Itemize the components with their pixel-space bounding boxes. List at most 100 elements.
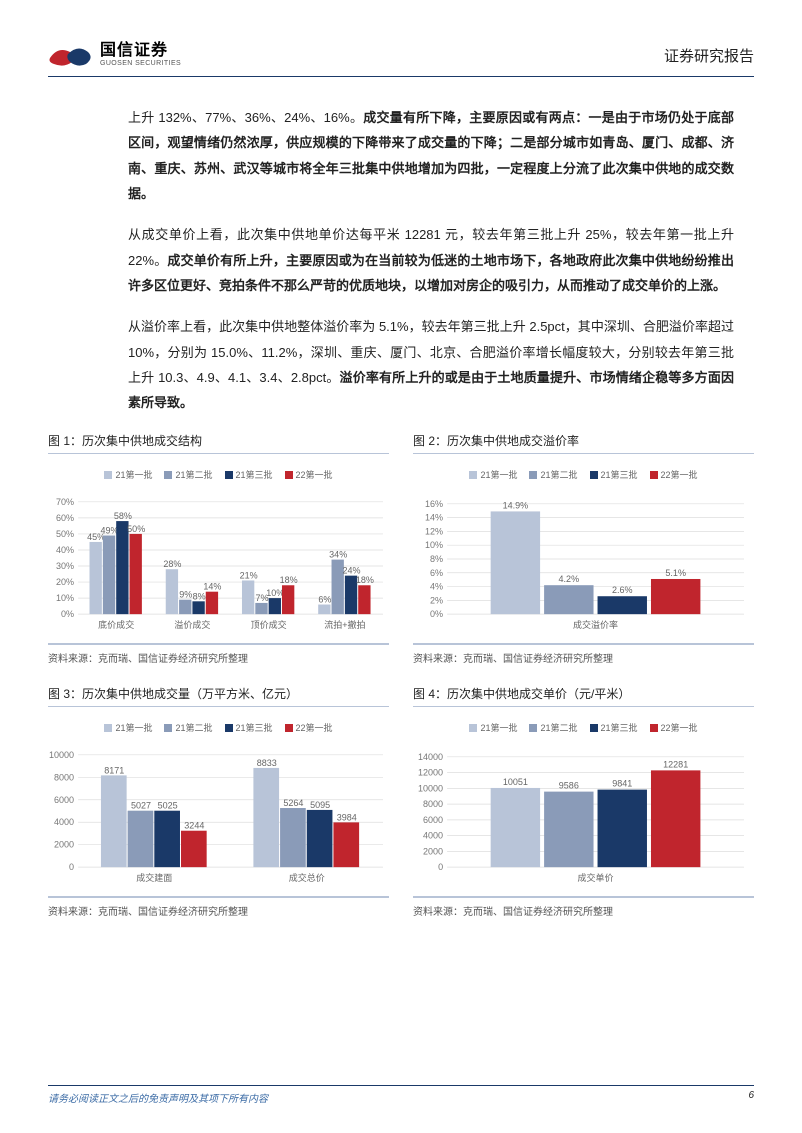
chart3-legend: 21第一批 21第二批 21第三批 22第一批 (48, 721, 389, 734)
svg-text:20%: 20% (56, 577, 74, 587)
svg-text:21%: 21% (240, 571, 258, 581)
svg-text:14%: 14% (203, 582, 221, 592)
legend-label: 21第二批 (175, 468, 212, 481)
chart1-plot: 0%10%20%30%40%50%60%70%45%49%58%50%底价成交2… (48, 487, 389, 637)
legend-label: 21第二批 (540, 721, 577, 734)
legend-item: 21第二批 (529, 468, 577, 481)
legend-item: 22第一批 (285, 721, 333, 734)
chart4-plot: 0200040006000800010000120001400010051958… (413, 740, 754, 890)
legend-label: 21第三批 (236, 468, 273, 481)
svg-text:成交建面: 成交建面 (136, 872, 172, 883)
chart-panel-1: 图 1：历次集中供地成交结构 21第一批21第二批21第三批22第一批 0%10… (48, 432, 389, 665)
svg-text:9%: 9% (179, 590, 192, 600)
chart3-title-divider (48, 706, 389, 708)
legend-label: 22第一批 (296, 468, 333, 481)
legend-item: 22第一批 (650, 721, 698, 734)
logo-block: 国信证券 GUOSEN SECURITIES (48, 40, 181, 70)
chart2-source-divider (413, 643, 754, 645)
svg-text:3984: 3984 (337, 813, 357, 823)
svg-text:8171: 8171 (104, 766, 124, 776)
legend-label: 21第一批 (115, 721, 152, 734)
legend-item: 21第二批 (164, 721, 212, 734)
svg-text:8%: 8% (193, 592, 206, 602)
legend-item: 21第二批 (164, 468, 212, 481)
legend-item: 21第三批 (590, 721, 638, 734)
svg-text:2.6%: 2.6% (612, 585, 633, 595)
legend-item: 21第二批 (529, 721, 577, 734)
legend-item: 21第三批 (225, 721, 273, 734)
svg-text:0: 0 (69, 862, 74, 872)
svg-text:12281: 12281 (663, 760, 688, 770)
legend-swatch (650, 471, 658, 479)
svg-text:5.1%: 5.1% (665, 568, 686, 578)
chart-panel-3: 图 3：历次集中供地成交量（万平方米、亿元） 21第一批 21第二批 21第三批 22… (48, 685, 389, 918)
svg-text:12000: 12000 (418, 768, 443, 778)
svg-text:成交单价: 成交单价 (578, 872, 614, 883)
svg-text:4000: 4000 (423, 831, 443, 841)
legend-label: 22第一批 (296, 721, 333, 734)
chart3-plot: 02000400060008000100008171502750253244成交… (48, 740, 389, 890)
chart2-plot: 0%2%4%6%8%10%12%14%16%14.9%4.2%2.6%5.1%成… (413, 487, 754, 637)
chart4-source-divider (413, 896, 754, 898)
svg-text:顶价成交: 顶价成交 (251, 619, 287, 630)
legend-swatch (529, 471, 537, 479)
svg-text:14%: 14% (425, 513, 443, 523)
legend-swatch (285, 724, 293, 732)
svg-text:流拍+撤拍: 流拍+撤拍 (324, 619, 365, 630)
guosen-logo-icon (48, 40, 92, 70)
svg-text:14.9%: 14.9% (503, 501, 529, 511)
charts-grid: 图 1：历次集中供地成交结构 21第一批21第二批21第三批22第一批 0%10… (48, 432, 754, 918)
svg-text:9586: 9586 (559, 781, 579, 791)
svg-text:2%: 2% (430, 596, 443, 606)
svg-text:28%: 28% (163, 559, 181, 569)
svg-text:6000: 6000 (423, 815, 443, 825)
svg-text:2000: 2000 (54, 840, 74, 850)
svg-text:50%: 50% (127, 524, 145, 534)
logo-text-en: GUOSEN SECURITIES (100, 60, 181, 68)
legend-swatch (104, 724, 112, 732)
legend-item: 21第三批 (590, 468, 638, 481)
legend-label: 22第一批 (661, 721, 698, 734)
legend-label: 21第三批 (236, 721, 273, 734)
chart1-title-divider (48, 453, 389, 455)
svg-text:16%: 16% (425, 499, 443, 509)
legend-swatch (285, 471, 293, 479)
svg-text:10%: 10% (425, 540, 443, 550)
chart1-source: 资料来源：克而瑞、国信证券经济研究所整理 (48, 650, 389, 665)
svg-text:18%: 18% (356, 576, 374, 586)
chart4-legend: 21第一批21第二批21第三批22第一批 (413, 721, 754, 734)
paragraph-3: 从溢价率上看，此次集中供地整体溢价率为 5.1%，较去年第三批上升 2.5pct… (128, 314, 734, 415)
legend-swatch (590, 724, 598, 732)
report-type-label: 证券研究报告 (664, 45, 754, 66)
svg-text:18%: 18% (280, 576, 298, 586)
svg-text:8000: 8000 (54, 773, 74, 783)
svg-text:49%: 49% (101, 526, 119, 536)
chart1-legend: 21第一批 21第二批 21第三批 22第一批 (48, 468, 389, 481)
svg-text:24%: 24% (343, 566, 361, 576)
chart3-source: 资料来源：克而瑞、国信证券经济研究所整理 (48, 903, 389, 918)
svg-text:60%: 60% (56, 513, 74, 523)
svg-text:6000: 6000 (54, 795, 74, 805)
legend-item: 21第一批 (104, 468, 152, 481)
legend-swatch (225, 471, 233, 479)
svg-text:9841: 9841 (612, 779, 632, 789)
svg-text:50%: 50% (56, 529, 74, 539)
svg-text:70%: 70% (56, 497, 74, 507)
legend-item: 22第一批 (285, 468, 333, 481)
svg-text:6%: 6% (318, 595, 331, 605)
svg-text:3244: 3244 (184, 821, 204, 831)
legend-swatch (469, 724, 477, 732)
chart2-legend: 21第一批21第二批21第三批22第一批 (413, 468, 754, 481)
legend-swatch (164, 724, 172, 732)
svg-text:5025: 5025 (158, 801, 178, 811)
chart1-title: 图 1：历次集中供地成交结构 (48, 432, 389, 453)
page-number: 6 (748, 1090, 754, 1105)
legend-label: 21第三批 (601, 468, 638, 481)
svg-text:40%: 40% (56, 545, 74, 555)
chart3-title: 图 3：历次集中供地成交量（万平方米、亿元） (48, 685, 389, 706)
svg-text:溢价成交: 溢价成交 (174, 619, 210, 630)
chart-panel-2: 图 2：历次集中供地成交溢价率 21第一批21第二批21第三批22第一批 0%2… (413, 432, 754, 665)
legend-label: 21第一批 (115, 468, 152, 481)
svg-text:30%: 30% (56, 561, 74, 571)
page-header: 国信证券 GUOSEN SECURITIES 证券研究报告 (48, 40, 754, 70)
